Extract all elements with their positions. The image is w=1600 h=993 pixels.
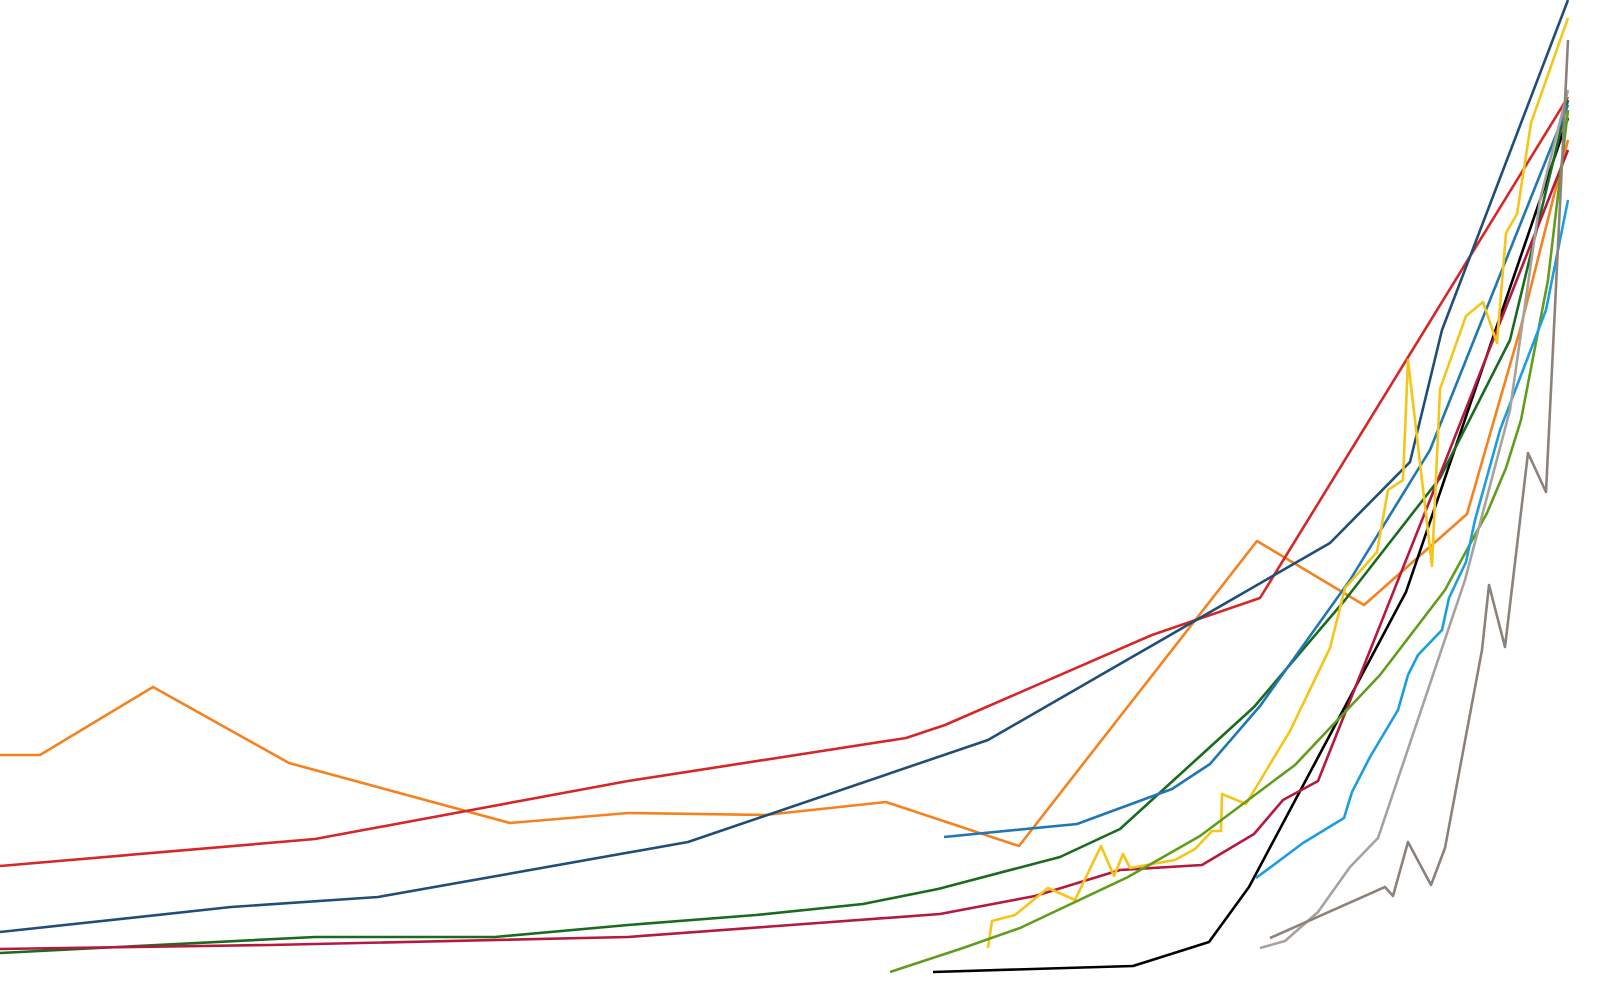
data-line <box>1255 199 1570 880</box>
data-line <box>889 109 1570 974</box>
data-line <box>943 104 1570 839</box>
data-line <box>0 149 1570 951</box>
data-line <box>1259 89 1570 950</box>
data-line <box>932 117 1570 974</box>
data-line <box>0 139 1570 848</box>
data-line <box>1269 39 1570 940</box>
data-line <box>986 17 1570 949</box>
data-line <box>0 0 1570 934</box>
data-line <box>0 96 1570 868</box>
